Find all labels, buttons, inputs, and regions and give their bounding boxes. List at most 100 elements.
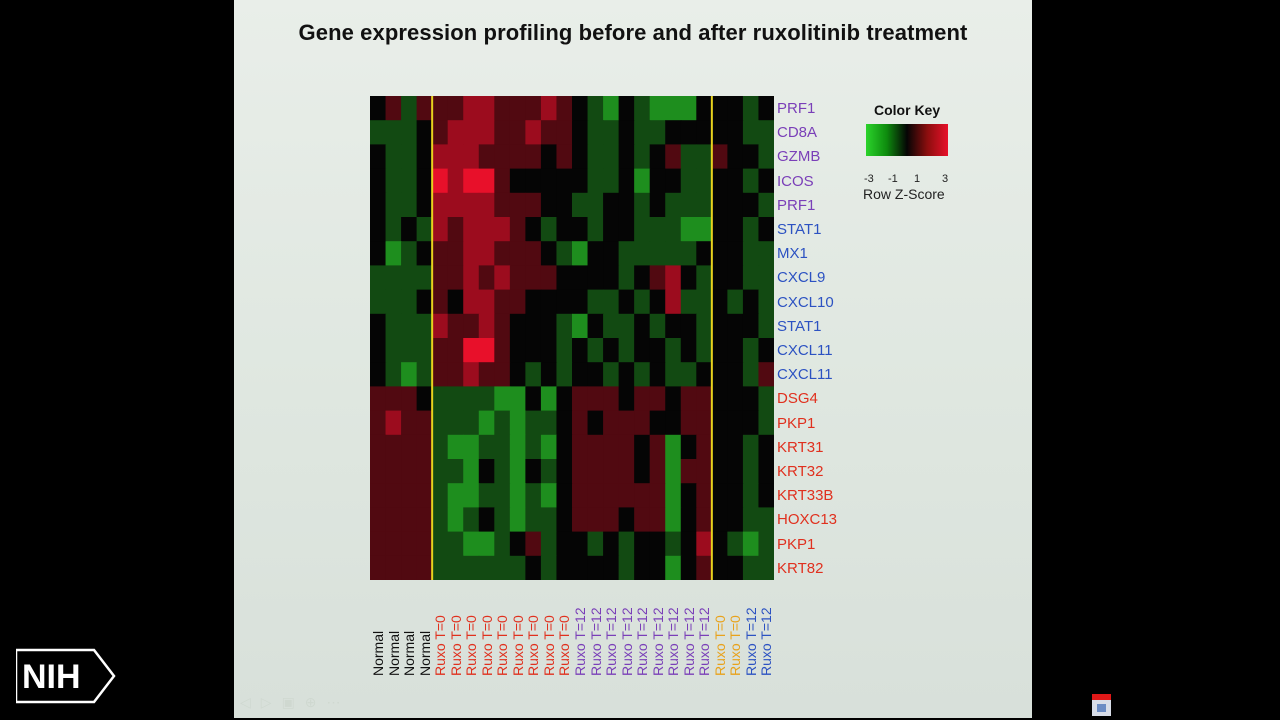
heatmap-cell bbox=[696, 144, 713, 170]
heatmap-cell bbox=[758, 338, 774, 363]
heatmap-cell bbox=[572, 120, 589, 145]
heatmap-cell bbox=[696, 434, 713, 460]
slides-icon[interactable]: ▣ bbox=[281, 694, 305, 710]
heatmap-cell bbox=[463, 241, 480, 266]
heatmap-cell bbox=[370, 507, 387, 533]
heatmap-cell bbox=[370, 434, 387, 460]
next-slide-icon[interactable]: ▷ bbox=[260, 694, 282, 710]
heatmap-cell bbox=[385, 507, 402, 533]
column-label: Ruxo T=0 bbox=[525, 615, 542, 676]
heatmap-cell bbox=[665, 192, 682, 218]
heatmap-cell bbox=[432, 96, 449, 121]
heatmap-cell bbox=[587, 338, 604, 363]
heatmap-cell bbox=[540, 313, 558, 339]
heatmap-cell bbox=[478, 192, 495, 218]
heatmap-cell bbox=[727, 531, 744, 557]
heatmap-cell bbox=[525, 289, 542, 315]
heatmap-cell bbox=[432, 313, 449, 339]
heatmap-cell bbox=[603, 144, 620, 170]
heatmap-cell bbox=[618, 168, 635, 194]
heatmap-cell bbox=[494, 217, 511, 242]
heatmap-cell bbox=[618, 362, 635, 387]
color-key-bar bbox=[866, 124, 948, 156]
heatmap-cell bbox=[649, 362, 666, 387]
more-icon[interactable]: ⋯ bbox=[326, 694, 351, 710]
gene-label: CXCL11 bbox=[777, 342, 833, 359]
tray-app-icon[interactable] bbox=[1091, 693, 1112, 717]
heatmap-cell bbox=[416, 410, 433, 436]
column-label: Ruxo T=12 bbox=[618, 607, 635, 676]
heatmap-cell bbox=[742, 192, 760, 218]
heatmap-cell bbox=[416, 338, 433, 363]
gene-label: MX1 bbox=[777, 245, 808, 263]
heatmap-cell bbox=[696, 555, 713, 580]
zoom-icon[interactable]: ⊕ bbox=[304, 694, 327, 710]
heatmap-cell bbox=[463, 313, 480, 339]
column-label: Ruxo T=12 bbox=[665, 607, 682, 676]
column-label: Ruxo T=12 bbox=[742, 607, 759, 676]
prev-slide-icon[interactable]: ◁ bbox=[240, 694, 261, 710]
heatmap-cell bbox=[370, 555, 387, 580]
color-key-title: Color Key bbox=[874, 102, 941, 118]
heatmap-cell bbox=[370, 483, 387, 508]
heatmap-cell bbox=[665, 386, 682, 412]
heatmap-cell bbox=[370, 144, 387, 170]
heatmap-cell bbox=[758, 434, 774, 460]
heatmap-cell bbox=[509, 410, 526, 436]
column-label: Normal bbox=[385, 630, 402, 676]
heatmap-cell bbox=[432, 168, 449, 194]
heatmap-cell bbox=[556, 531, 573, 557]
heatmap-cell bbox=[727, 168, 744, 194]
heatmap-cell bbox=[540, 120, 558, 145]
heatmap-cell bbox=[587, 120, 604, 145]
heatmap-cell bbox=[556, 386, 573, 412]
heatmap-cell bbox=[463, 531, 480, 557]
heatmap-cell bbox=[587, 217, 604, 242]
heatmap-cell bbox=[680, 217, 697, 242]
heatmap-cell bbox=[742, 483, 760, 508]
heatmap-cell bbox=[463, 96, 480, 121]
heatmap-cell bbox=[370, 265, 387, 291]
column-label: Ruxo T=0 bbox=[447, 615, 464, 676]
color-key-tick: -3 bbox=[864, 173, 874, 185]
column-label: Ruxo T=0 bbox=[494, 615, 511, 676]
heatmap-cell bbox=[494, 507, 511, 533]
heatmap-cell bbox=[634, 144, 651, 170]
heatmap-cell bbox=[680, 531, 697, 557]
heatmap-cell bbox=[447, 241, 464, 266]
heatmap-cell bbox=[385, 265, 402, 291]
heatmap-cell bbox=[385, 168, 402, 194]
heatmap-cell bbox=[556, 96, 573, 121]
heatmap-cell bbox=[432, 483, 449, 508]
color-key-tick: 3 bbox=[942, 173, 949, 185]
slide-toolbar[interactable]: ◁▷▣⊕⋯ bbox=[240, 694, 351, 711]
gene-label: CXCL10 bbox=[777, 293, 834, 311]
heatmap-cell bbox=[494, 289, 511, 315]
heatmap-cell bbox=[494, 120, 511, 145]
heatmap-cell bbox=[556, 410, 573, 436]
heatmap-cell bbox=[711, 144, 728, 170]
heatmap-cell bbox=[416, 531, 433, 557]
heatmap-cell bbox=[680, 483, 697, 508]
heatmap-cell bbox=[463, 555, 480, 580]
gene-label: ICOS bbox=[777, 172, 814, 190]
heatmap-cell bbox=[463, 483, 480, 508]
heatmap-cell bbox=[447, 289, 464, 315]
heatmap-cell bbox=[525, 410, 542, 436]
heatmap-cell bbox=[727, 410, 744, 436]
heatmap-cell bbox=[649, 507, 666, 533]
heatmap-cell bbox=[401, 338, 418, 363]
heatmap-cell bbox=[416, 217, 433, 242]
heatmap-cell bbox=[680, 338, 697, 363]
heatmap-cell bbox=[711, 96, 728, 121]
heatmap-cell bbox=[758, 531, 774, 557]
heatmap-cell bbox=[634, 168, 651, 194]
heatmap-cell bbox=[432, 386, 449, 412]
heatmap-cell bbox=[463, 507, 480, 533]
heatmap-cell bbox=[370, 289, 387, 315]
heatmap-cell bbox=[634, 555, 651, 580]
heatmap-cell bbox=[649, 289, 666, 315]
heatmap-cell bbox=[618, 289, 635, 315]
heatmap-cell bbox=[603, 507, 620, 533]
heatmap-cell bbox=[572, 459, 589, 484]
